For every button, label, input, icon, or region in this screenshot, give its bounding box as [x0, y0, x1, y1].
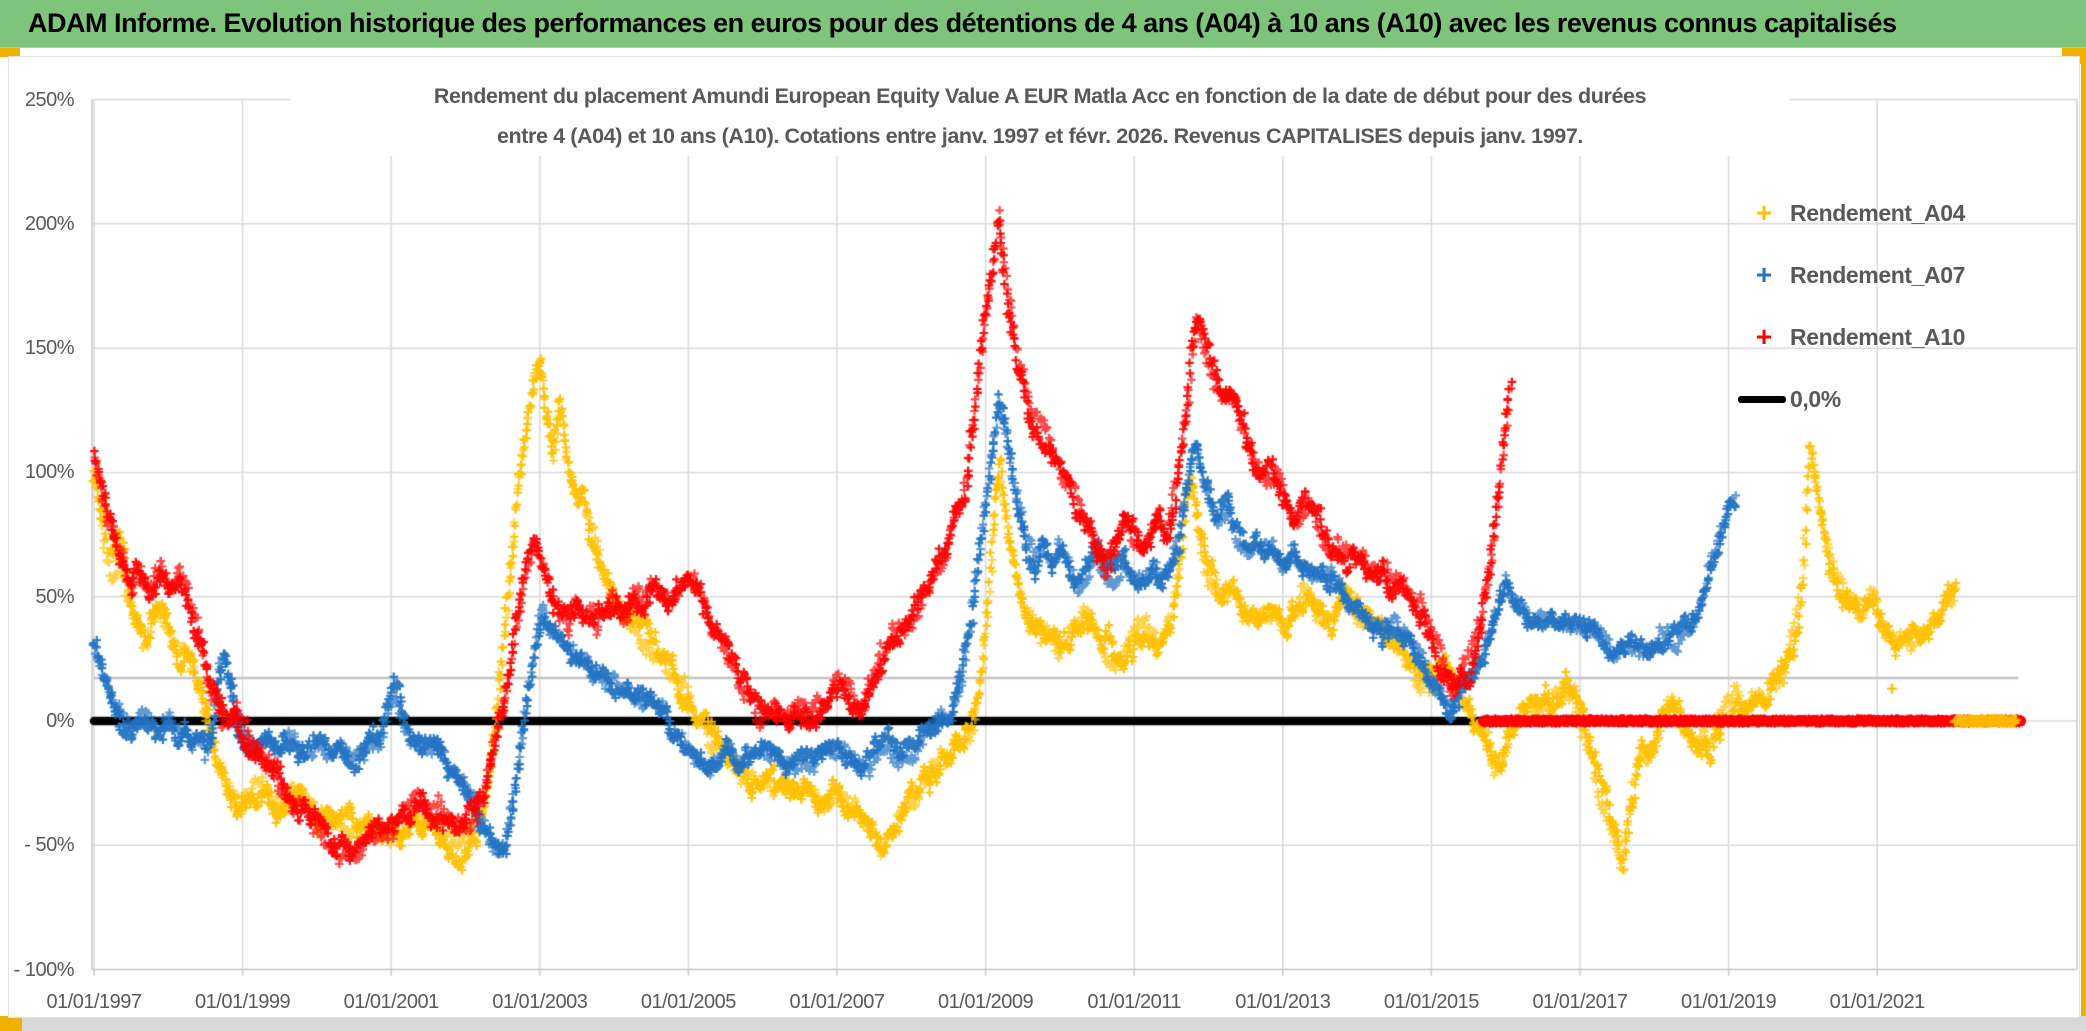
x-tick-label: 01/01/2015: [1383, 991, 1480, 1013]
chart-title: Rendement du placement Amundi European E…: [290, 76, 1790, 156]
x-tick-label: 01/01/1997: [46, 991, 142, 1013]
chart-title-line1: Rendement du placement Amundi European E…: [433, 84, 1647, 108]
y-tick-label: 50%: [35, 585, 74, 608]
x-tick-label: 01/01/2007: [789, 991, 885, 1013]
x-tick-label: 01/01/2017: [1532, 991, 1628, 1013]
y-tick-label: - 100%: [13, 958, 75, 981]
plus-marker-icon: +: [1755, 321, 1773, 352]
plus-marker-icon: +: [1755, 197, 1773, 228]
y-tick-label: 250%: [24, 88, 75, 111]
chart-legend: + Rendement_A04 + Rendement_A07 + Rendement_A…: [1738, 182, 2038, 430]
x-tick-label: 01/01/2005: [640, 991, 737, 1013]
x-tick-label: 01/01/1999: [195, 991, 291, 1013]
x-tick-label: 01/01/2011: [1087, 991, 1181, 1013]
y-tick-label: 150%: [24, 337, 75, 360]
legend-item-rendement-a10: + Rendement_A10: [1738, 306, 2038, 368]
y-tick-label: 200%: [24, 212, 75, 235]
x-tick-label: 01/01/2001: [343, 991, 440, 1013]
legend-label: Rendement_A07: [1790, 261, 1966, 288]
y-tick-label: - 50%: [24, 834, 74, 857]
plus-marker-icon: +: [1755, 259, 1773, 290]
x-tick-label: 01/01/2013: [1235, 991, 1331, 1013]
line-marker-icon: [1738, 395, 1786, 403]
x-tick-label: 01/01/2003: [492, 991, 588, 1013]
legend-item-rendement-a07: + Rendement_A07: [1738, 244, 2038, 306]
legend-label: 0,0%: [1790, 385, 1841, 412]
chart-title-line2: entre 4 (A04) et 10 ans (A10). Cotations…: [497, 124, 1583, 148]
legend-item-rendement-a04: + Rendement_A04: [1738, 182, 2038, 244]
legend-label: Rendement_A10: [1790, 323, 1966, 350]
legend-item-0-0-: 0,0%: [1738, 368, 2038, 430]
y-tick-label: 0%: [46, 710, 74, 732]
x-tick-label: 01/01/2009: [938, 991, 1034, 1013]
legend-label: Rendement_A04: [1790, 199, 1966, 226]
x-tick-label: 01/01/2021: [1829, 991, 1926, 1013]
y-tick-label: 100%: [24, 461, 75, 484]
x-tick-label: 01/01/2019: [1681, 991, 1777, 1013]
